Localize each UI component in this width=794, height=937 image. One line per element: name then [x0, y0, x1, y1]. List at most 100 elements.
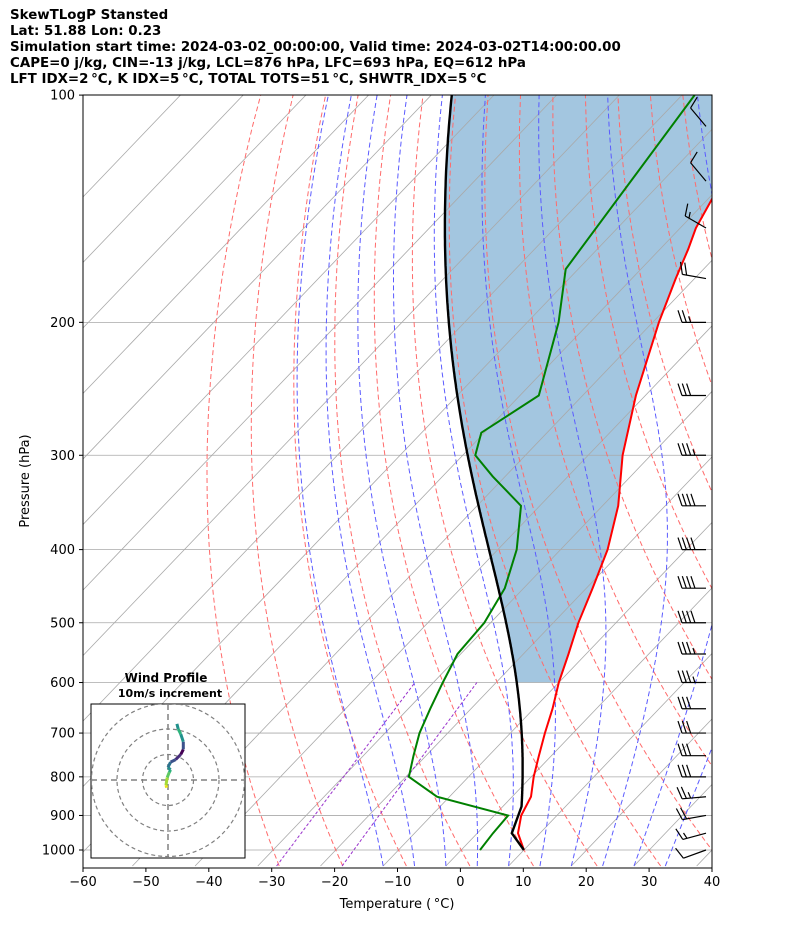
hodograph-segment — [175, 723, 180, 730]
wind-barb — [677, 670, 706, 684]
hodograph-segment — [165, 771, 171, 779]
stability-params: CAPE=0 j/kg, CIN=-13 j/kg, LCL=876 hPa, … — [10, 56, 526, 71]
wind-barb-flag — [686, 720, 692, 734]
isotherm-line — [759, 95, 794, 866]
wind-barb-flag — [677, 641, 683, 655]
y-tick-label: 400 — [50, 543, 75, 558]
wind-barb — [677, 537, 706, 551]
moist-adiabat-line — [633, 95, 712, 867]
moist-adiabat-line — [325, 95, 415, 866]
x-axis-label: Temperature ( °C) — [339, 897, 455, 912]
wind-barb-flag — [681, 310, 687, 323]
hodograph-segment — [176, 728, 183, 735]
wind-barb — [690, 96, 707, 127]
wind-barb-flag — [680, 786, 687, 799]
x-tick-label: 20 — [578, 875, 595, 890]
axis-ticks: −60 −50 −40 −30 −20 −10 0 10 20 30 40 1000 900 800 700… — [42, 89, 720, 890]
moist-adiabats — [296, 95, 712, 867]
wind-barb-staff — [682, 273, 707, 280]
wind-barb-flag — [677, 383, 683, 396]
wind-barb-flag — [681, 696, 687, 709]
x-tick-label: −20 — [321, 875, 348, 890]
wind-barb-flag — [686, 696, 692, 709]
wind-barb-half-flag — [692, 676, 696, 683]
x-tick-label: 40 — [704, 875, 721, 890]
hodograph-title: Wind Profile — [125, 671, 208, 685]
wind-barb — [677, 743, 706, 757]
cape-area — [444, 95, 712, 683]
wind-barb-flag — [690, 610, 696, 623]
moist-adiabat-line — [393, 95, 479, 867]
wind-barb-flag — [684, 262, 688, 276]
mixing-ratio-line — [276, 682, 416, 867]
dry-adiabat-line — [484, 95, 712, 851]
wind-barb-flag — [677, 310, 683, 323]
wind-barb-flag — [677, 743, 683, 756]
isotherm-line — [382, 521, 712, 867]
wind-barb-flag — [690, 493, 696, 507]
wind-barb — [676, 786, 707, 800]
hodograph-segment — [169, 758, 177, 764]
y-tick-label: 700 — [50, 727, 75, 742]
isotherm-line — [320, 456, 712, 867]
wind-barb-flag — [675, 847, 684, 859]
wind-barb-flag — [681, 720, 687, 734]
isotherm-line — [508, 652, 712, 867]
cape-shading — [444, 95, 712, 683]
y-axis-label: Pressure (hPa) — [18, 434, 33, 527]
dewpoint-line — [407, 95, 696, 851]
wind-barb — [677, 720, 706, 734]
dry-adiabat-line — [518, 95, 712, 767]
wind-barb-flag — [677, 670, 683, 683]
hodograph-segment — [164, 777, 169, 786]
wind-barb-flag — [677, 537, 683, 550]
wind-barb — [677, 443, 706, 456]
wind-barb — [677, 493, 706, 507]
wind-barb — [677, 696, 706, 710]
isotherm-line — [194, 325, 712, 867]
wind-barb-flag — [677, 576, 683, 589]
isotherm-line — [445, 587, 712, 867]
wind-barb — [675, 847, 707, 859]
chart-title: SkewTLogP Stansted — [10, 8, 169, 23]
moist-adiabat-line — [664, 746, 712, 867]
station-location: Lat: 51.88 Lon: 0.23 — [10, 24, 162, 39]
wind-barb-flag — [690, 576, 696, 589]
x-tick-label: −60 — [69, 875, 96, 890]
isotherm-line — [257, 390, 712, 867]
isotherm-line — [83, 95, 683, 722]
x-tick-label: 10 — [515, 875, 532, 890]
wind-barb-flag — [675, 828, 684, 840]
y-tick-label: 300 — [50, 449, 75, 464]
dry-adiabat-line — [250, 95, 344, 867]
isotherm-line — [83, 95, 495, 526]
wind-barb-flag — [679, 261, 683, 275]
hodograph: Wind Profile 10m/s increment — [90, 671, 246, 859]
wind-barb-flag — [686, 610, 692, 623]
moist-adiabat-line — [296, 95, 384, 867]
wind-barb-half-flag — [688, 211, 691, 219]
wind-barbs — [675, 96, 707, 859]
isotherm-line — [83, 95, 244, 264]
wind-barb-flag — [686, 764, 692, 778]
y-tick-label: 100 — [50, 89, 75, 104]
wind-barb-flag — [677, 443, 683, 456]
x-tick-label: −30 — [258, 875, 285, 890]
wind-barb — [677, 641, 706, 655]
wind-barb-flag — [681, 443, 687, 456]
wind-barb-half-flag — [692, 449, 696, 456]
stability-indices: LFT IDX=2 °C, K IDX=5 °C, TOTAL TOTS=51 … — [10, 72, 487, 87]
parcel-path-line — [443, 95, 525, 851]
wind-barb-flag — [690, 537, 696, 550]
wind-barb-flag — [686, 670, 692, 683]
moist-adiabat-line — [481, 95, 556, 867]
wind-barb-flag — [681, 537, 687, 550]
wind-barb-flag — [681, 764, 687, 778]
wind-barb-flag — [680, 807, 688, 820]
temperature-line — [516, 197, 712, 851]
hodograph-segment — [179, 748, 185, 756]
wind-barb-flag — [677, 764, 683, 778]
wind-barb-half-flag — [688, 316, 692, 323]
mixing-ratio-line — [341, 682, 478, 867]
wind-barb-flag — [681, 670, 687, 683]
